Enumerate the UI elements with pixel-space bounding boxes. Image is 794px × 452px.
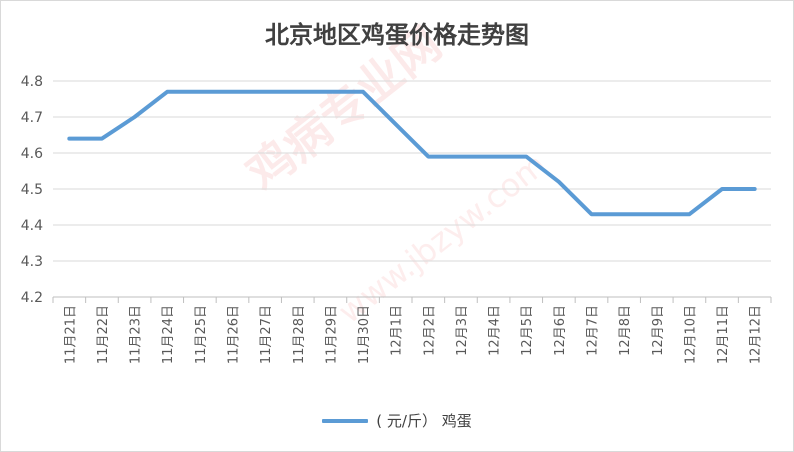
x-tick-label: 12月7日 <box>586 305 601 356</box>
y-tick-label: 4.4 <box>21 218 43 234</box>
x-tick-label: 11月25日 <box>194 305 209 364</box>
legend-label: ( 元/斤） 鸡蛋 <box>376 412 472 430</box>
x-tick-label: 11月21日 <box>63 305 78 364</box>
x-tick-label: 12月8日 <box>618 305 633 356</box>
legend: ( 元/斤） 鸡蛋 <box>1 410 793 431</box>
x-tick-label: 12月1日 <box>390 305 405 356</box>
gridlines <box>53 80 771 262</box>
x-tick-label: 11月29日 <box>324 305 339 364</box>
x-tick-label: 11月22日 <box>96 305 111 364</box>
x-tick-label: 11月23日 <box>129 305 144 364</box>
x-tick-label: 11月27日 <box>259 305 274 364</box>
chart-title: 北京地区鸡蛋价格走势图 <box>265 21 529 49</box>
axes <box>52 296 772 303</box>
x-tick-label: 12月6日 <box>553 305 568 356</box>
x-tick-label: 12月11日 <box>716 305 731 364</box>
legend-swatch <box>322 418 369 423</box>
y-tick-label: 4.8 <box>21 74 43 90</box>
x-tick-label: 11月30日 <box>357 305 372 364</box>
series-line <box>67 89 757 217</box>
x-tick-label: 12月9日 <box>651 305 666 356</box>
x-tick-label: 12月12日 <box>749 305 764 364</box>
x-tick-label: 11月26日 <box>227 305 242 364</box>
y-tick-label: 4.6 <box>21 146 43 162</box>
x-tick-label: 11月28日 <box>292 305 307 364</box>
x-tick-label: 12月5日 <box>520 305 535 356</box>
x-tick-label: 12月2日 <box>422 305 437 356</box>
series-lines <box>67 89 757 217</box>
x-tick-label: 11月24日 <box>161 305 176 364</box>
x-tick-label: 12月3日 <box>455 305 470 356</box>
y-tick-labels: 4.2 4.3 4.4 4.5 4.6 4.7 4.8 <box>21 74 43 306</box>
x-tick-label: 12月4日 <box>488 305 503 356</box>
y-tick-label: 4.5 <box>21 182 43 198</box>
x-tick-labels: 11月21日 11月22日 11月23日 11月24日 11月25日 11月26日 11月2… <box>63 305 763 364</box>
y-tick-label: 4.3 <box>21 254 43 270</box>
y-tick-label: 4.2 <box>21 290 43 306</box>
x-tick-label: 12月10日 <box>683 305 698 364</box>
y-tick-label: 4.7 <box>21 110 43 126</box>
